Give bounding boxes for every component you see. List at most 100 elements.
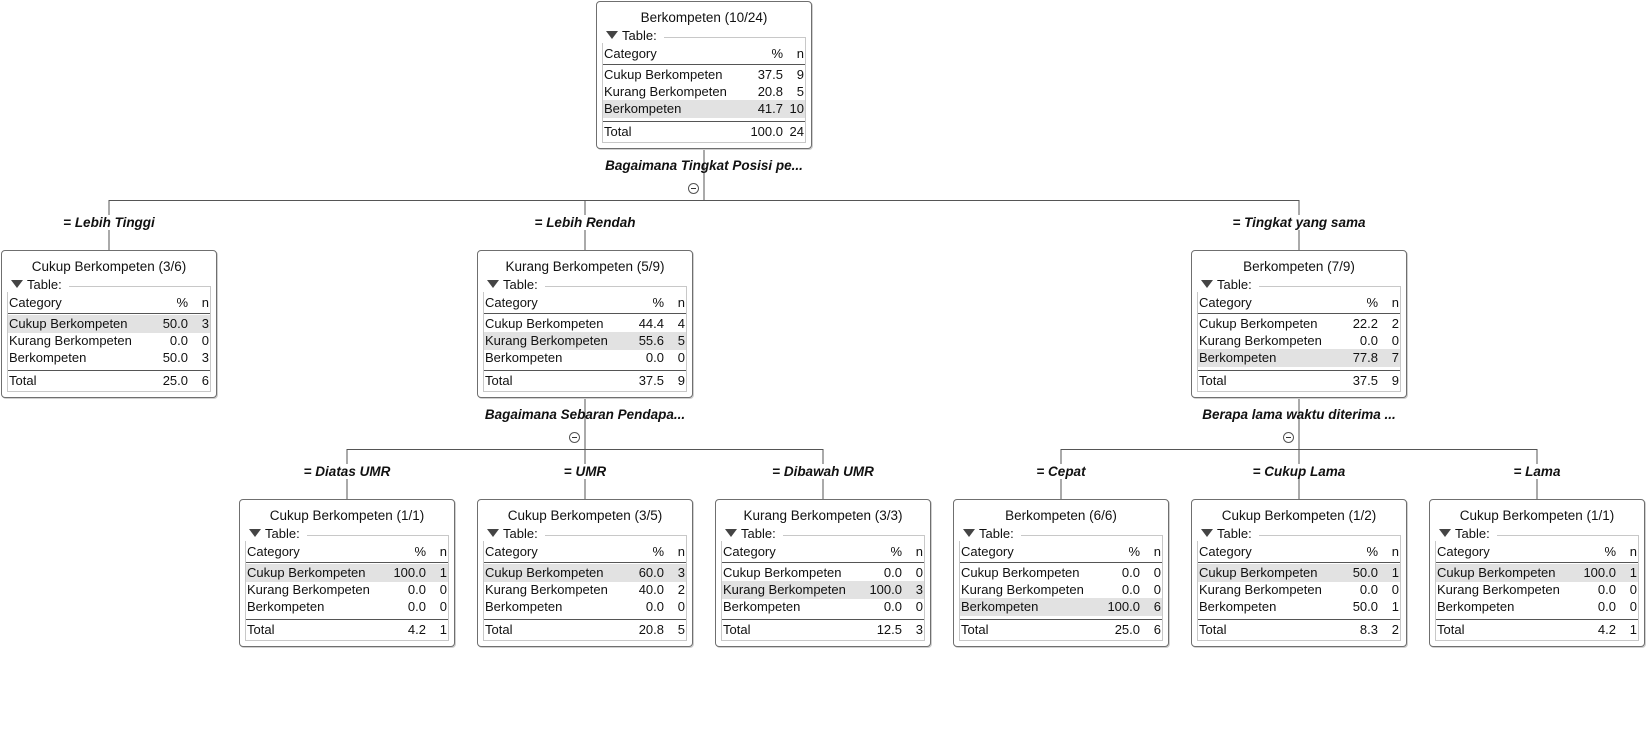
row-category: Berkompeten — [723, 599, 801, 614]
row-percent: 50.0 — [1352, 565, 1378, 580]
total-count: 24 — [789, 124, 804, 139]
table-toggle-label: Table: — [1217, 277, 1252, 292]
table-toggle[interactable]: Table: — [602, 29, 659, 43]
total-percent: 12.5 — [876, 622, 902, 637]
table-total-row: Total 20.8 5 — [484, 621, 686, 639]
total-percent: 8.3 — [1359, 622, 1378, 637]
table-toggle[interactable]: Table: — [1197, 527, 1254, 541]
row-category: Kurang Berkompeten — [604, 84, 727, 99]
tree-node-cukup-lama: Cukup Berkompeten (1/2) Table: Category% n C… — [1191, 499, 1407, 647]
total-percent: 25.0 — [162, 373, 188, 388]
node-title: Cukup Berkompeten (1/1) — [269, 508, 425, 523]
collapse-toggle-icon[interactable] — [569, 432, 580, 443]
header-count: n — [915, 544, 923, 559]
table-toggle-label: Table: — [503, 526, 538, 541]
row-count: 0 — [439, 582, 447, 597]
row-count: 1 — [1391, 599, 1399, 614]
table-row: Cukup Berkompeten 50.0 3 — [8, 315, 210, 333]
table-toggle[interactable]: Table: — [483, 278, 540, 292]
table-toggle[interactable]: Table: — [959, 527, 1016, 541]
header-rule — [1198, 562, 1400, 563]
table-total-row: Total 37.5 9 — [1198, 372, 1400, 390]
table-toggle[interactable]: Table: — [7, 278, 64, 292]
total-rule — [603, 121, 805, 122]
edge-condition-label: = Diatas UMR — [300, 464, 394, 479]
total-rule — [722, 619, 924, 620]
collapse-triangle-icon[interactable] — [487, 280, 499, 288]
row-category: Berkompeten — [9, 350, 87, 365]
collapse-triangle-icon[interactable] — [249, 529, 261, 537]
header-percent: % — [890, 544, 902, 559]
table-row: Kurang Berkompeten 40.0 2 — [484, 581, 686, 599]
row-category: Cukup Berkompeten — [1199, 565, 1318, 580]
row-percent: 0.0 — [1121, 565, 1140, 580]
collapse-triangle-icon[interactable] — [1201, 280, 1213, 288]
total-percent: 20.8 — [638, 622, 664, 637]
row-percent: 44.4 — [638, 316, 664, 331]
total-count: 1 — [439, 622, 447, 637]
table-toggle[interactable]: Table: — [483, 527, 540, 541]
table-toggle[interactable]: Table: — [721, 527, 778, 541]
table-frame-edge — [1259, 286, 1401, 287]
header-percent: % — [652, 295, 664, 310]
table-row: Kurang Berkompeten 0.0 0 — [1198, 581, 1400, 599]
table-toggle-label: Table: — [1217, 526, 1252, 541]
collapse-toggle-icon[interactable] — [1283, 432, 1294, 443]
collapse-triangle-icon[interactable] — [1439, 529, 1451, 537]
total-label: Total — [1199, 622, 1227, 637]
collapse-triangle-icon[interactable] — [487, 529, 499, 537]
collapse-triangle-icon[interactable] — [963, 529, 975, 537]
row-percent: 100.0 — [1583, 565, 1616, 580]
total-label: Total — [961, 622, 989, 637]
collapse-toggle-icon[interactable] — [688, 183, 699, 194]
row-category: Kurang Berkompeten — [1437, 582, 1560, 597]
row-category: Berkompeten — [961, 599, 1039, 614]
header-category: Category — [247, 544, 300, 559]
table-toggle-label: Table: — [1455, 526, 1490, 541]
node-title: Cukup Berkompeten (3/5) — [507, 508, 663, 523]
total-count: 6 — [1153, 622, 1161, 637]
table-frame — [245, 535, 449, 641]
row-percent: 0.0 — [645, 350, 664, 365]
total-label: Total — [723, 622, 751, 637]
row-count: 3 — [915, 582, 923, 597]
row-count: 3 — [201, 316, 209, 331]
total-rule — [960, 619, 1162, 620]
table-frame — [483, 286, 687, 392]
total-label: Total — [604, 124, 632, 139]
table-toggle[interactable]: Table: — [1435, 527, 1492, 541]
table-row: Berkompeten 50.0 3 — [8, 349, 210, 367]
node-title: Kurang Berkompeten (3/3) — [743, 508, 903, 523]
table-toggle[interactable]: Table: — [245, 527, 302, 541]
row-category: Kurang Berkompeten — [9, 333, 132, 348]
header-rule — [8, 313, 210, 314]
table-toggle[interactable]: Table: — [1197, 278, 1254, 292]
collapse-triangle-icon[interactable] — [725, 529, 737, 537]
total-rule — [246, 619, 448, 620]
row-percent: 0.0 — [1121, 582, 1140, 597]
row-percent: 100.0 — [393, 565, 426, 580]
table-row: Cukup Berkompeten 0.0 0 — [722, 564, 924, 582]
table-frame-edge — [1021, 535, 1163, 536]
row-percent: 37.5 — [757, 67, 783, 82]
table-row: Cukup Berkompeten 37.5 9 — [603, 66, 805, 84]
row-percent: 60.0 — [638, 565, 664, 580]
table-row: Kurang Berkompeten 0.0 0 — [1436, 581, 1638, 599]
header-count: n — [439, 544, 447, 559]
collapse-triangle-icon[interactable] — [1201, 529, 1213, 537]
collapse-triangle-icon[interactable] — [11, 280, 23, 288]
header-rule — [246, 562, 448, 563]
table-row: Cukup Berkompeten 60.0 3 — [484, 564, 686, 582]
row-category: Kurang Berkompeten — [723, 582, 846, 597]
row-category: Cukup Berkompeten — [961, 565, 1080, 580]
row-count: 7 — [1391, 350, 1399, 365]
header-count: n — [1629, 544, 1637, 559]
row-category: Kurang Berkompeten — [961, 582, 1084, 597]
node-title: Berkompeten (7/9) — [1243, 259, 1355, 274]
table-toggle-label: Table: — [741, 526, 776, 541]
header-category: Category — [723, 544, 776, 559]
row-count: 0 — [677, 599, 685, 614]
collapse-triangle-icon[interactable] — [606, 31, 618, 39]
edge-condition-label: = Cepat — [1033, 464, 1089, 479]
total-count: 6 — [201, 373, 209, 388]
